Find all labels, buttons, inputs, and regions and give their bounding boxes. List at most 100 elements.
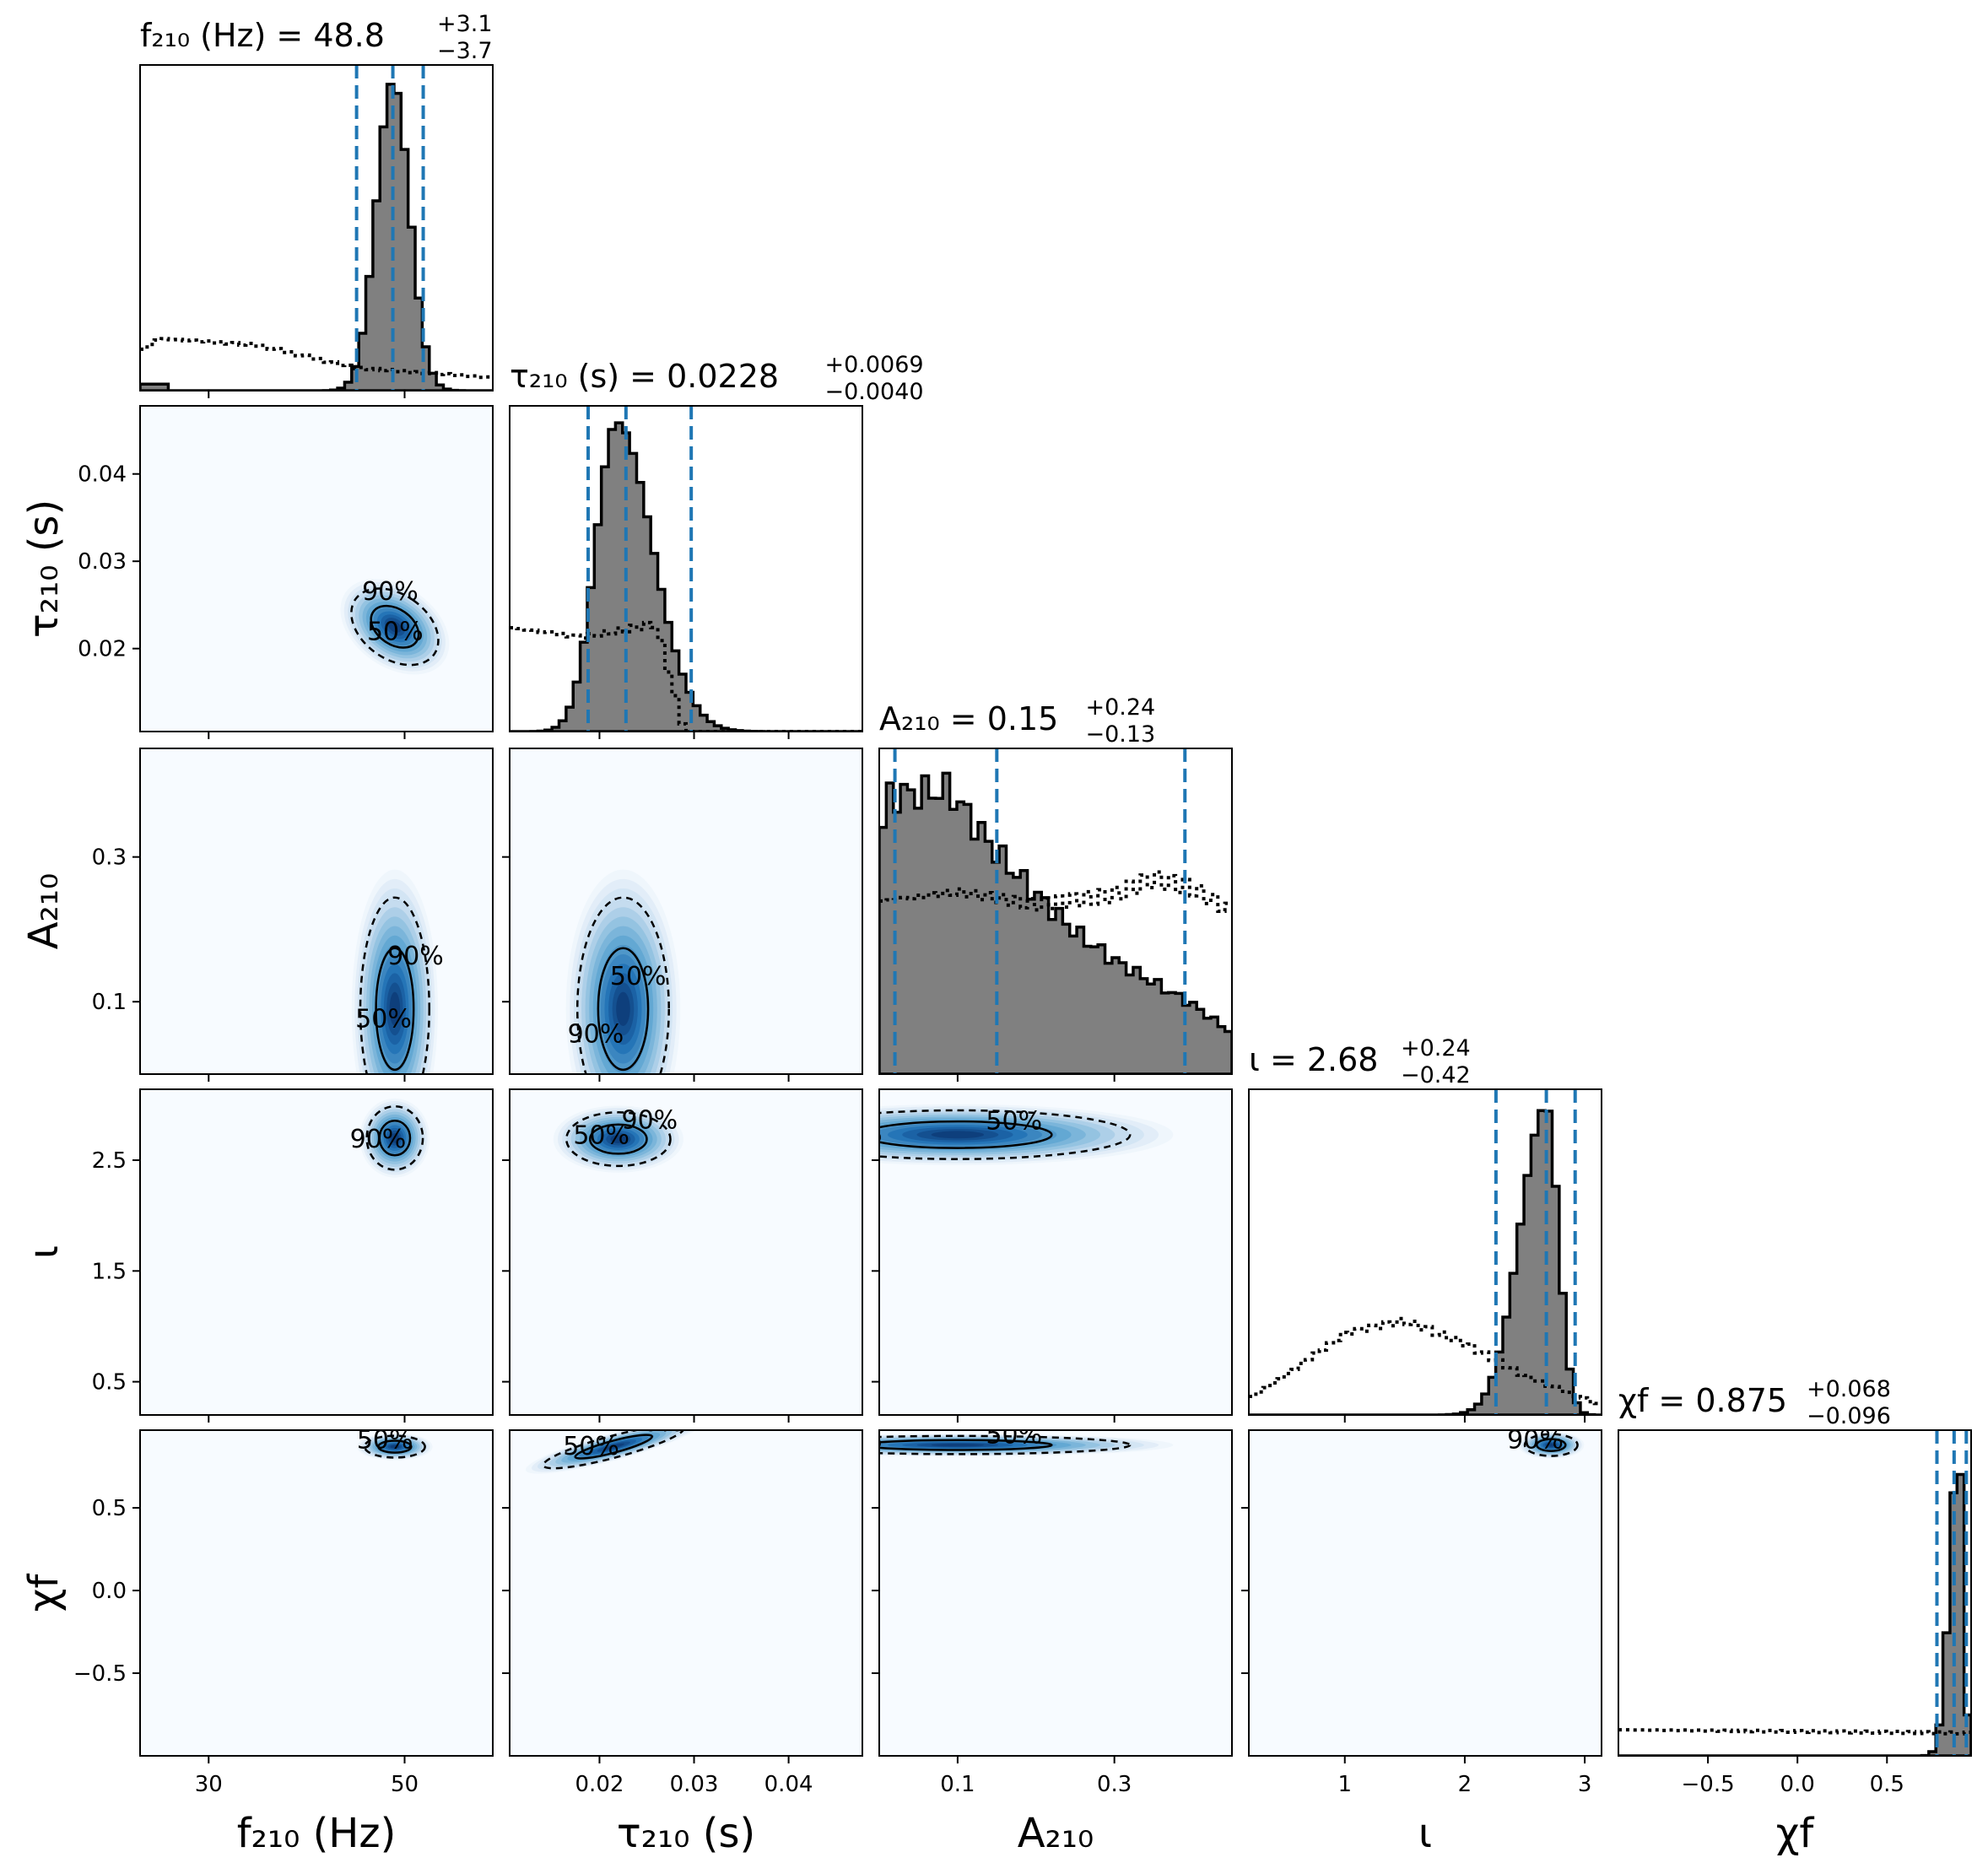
density-level	[610, 1135, 627, 1143]
prior-histogram-chi_f	[1618, 1728, 1971, 1736]
panel-frame-tau210-iota	[509, 1088, 863, 1416]
y-tick-label-tau210-1: 0.03	[78, 549, 127, 575]
contour-label-1: 50%	[610, 962, 667, 991]
density-background	[1249, 1430, 1602, 1756]
title-minus-f210: −3.7	[437, 38, 493, 64]
x-axis-label-iota: ι	[1418, 1810, 1432, 1857]
y-axis-label-iota: ι	[20, 1245, 68, 1259]
contour-50	[378, 1120, 412, 1157]
contour-50	[377, 1439, 413, 1454]
prior-histogram-iota	[1249, 1316, 1602, 1406]
contour-90	[542, 1430, 685, 1470]
density-level	[602, 1443, 624, 1450]
density-level	[390, 1133, 399, 1143]
density-level	[931, 1131, 985, 1139]
density-level	[390, 1444, 400, 1449]
density-panel-f210-A210: 50% 90%	[140, 748, 493, 1074]
density-panel-A210-iota: 90% 50%	[879, 1089, 1232, 1415]
panel-frame-f210	[139, 64, 494, 392]
density-background	[140, 1430, 493, 1756]
title-minus-A210: −0.13	[1086, 721, 1156, 748]
x-tick-label-A210-1: 0.3	[1097, 1772, 1132, 1797]
title-plus-iota: +0.24	[1401, 1035, 1471, 1061]
density-level	[616, 991, 630, 1026]
panel-frame-iota-chi_f	[1248, 1429, 1602, 1757]
contour-90	[1523, 1433, 1579, 1457]
density-panel-A210-chi_f: 90% 50%	[826, 1425, 1232, 1756]
contour-label-0: 50%	[563, 1432, 619, 1461]
y-axis-label-A210: A₂₁₀	[20, 873, 68, 950]
panel-frame-f210-iota	[139, 1088, 494, 1416]
x-axis-label-A210: A₂₁₀	[1018, 1810, 1094, 1857]
panel-frame-A210-iota	[878, 1088, 1233, 1416]
title-minus-iota: −0.42	[1401, 1062, 1471, 1088]
y-tick-label-tau210-0: 0.02	[78, 637, 127, 662]
panel-frame-A210	[878, 748, 1233, 1075]
x-axis-label-f210: f₂₁₀ (Hz)	[237, 1810, 397, 1857]
y-tick-label-chi_f-1: 0.0	[92, 1579, 127, 1604]
posterior-histogram-iota	[1249, 1109, 1602, 1415]
contour-90	[879, 1109, 1132, 1160]
contour-50	[375, 947, 415, 1072]
y-tick-label-A210-0: 0.1	[92, 990, 127, 1015]
contour-label-0: 90%	[826, 1425, 883, 1455]
title-plus-chi_f: +0.068	[1807, 1376, 1891, 1402]
density-level	[388, 620, 402, 633]
title-minus-chi_f: −0.096	[1807, 1403, 1891, 1429]
density-background	[140, 748, 493, 1074]
x-tick-label-A210-0: 0.1	[940, 1772, 975, 1797]
x-tick-label-chi_f-0: −0.5	[1682, 1772, 1735, 1797]
density-background	[510, 748, 862, 1074]
posterior-histogram-chi_f	[1618, 1472, 1971, 1756]
x-tick-label-chi_f-2: 0.5	[1870, 1772, 1904, 1797]
hist-panel-chi_f	[1618, 1430, 1971, 1756]
contour-label-1: 90%	[362, 577, 419, 607]
x-tick-label-iota-2: 3	[1578, 1772, 1592, 1797]
contour-label-0: 50%	[367, 617, 424, 646]
x-tick-label-iota-0: 1	[1337, 1772, 1352, 1797]
contour-90	[879, 1434, 1132, 1455]
contour-label-0: 50%	[573, 1120, 629, 1150]
contour-50	[879, 1120, 1053, 1149]
contour-90	[565, 1111, 672, 1168]
panel-frame-f210-tau210	[139, 405, 494, 732]
contour-label-1: 50%	[986, 1107, 1042, 1137]
y-axis-label-chi_f: χf	[20, 1574, 68, 1612]
contour-label-0: 90%	[1507, 1426, 1564, 1455]
panel-frame-tau210-chi_f	[509, 1429, 863, 1757]
x-axis-label-chi_f: χf	[1776, 1810, 1815, 1857]
contour-90	[359, 896, 430, 1074]
hist-panel-A210	[879, 748, 1232, 1074]
contour-50	[574, 1434, 654, 1460]
panel-frame-iota	[1248, 1088, 1602, 1416]
y-tick-label-tau210-2: 0.04	[78, 462, 127, 488]
x-tick-label-tau210-1: 0.03	[670, 1772, 719, 1797]
panel-frame-A210-chi_f	[878, 1429, 1233, 1757]
density-panel-f210-tau210: 50%90%	[140, 406, 493, 732]
density-level	[1547, 1443, 1556, 1447]
hist-panel-tau210	[510, 406, 862, 732]
y-tick-label-chi_f-2: 0.5	[92, 1496, 127, 1521]
contour-label-0: 90%	[350, 1125, 407, 1154]
contour-90	[350, 587, 440, 667]
title-chi_f: χf = 0.875	[1618, 1382, 1787, 1419]
density-panel-tau210-iota: 50%90%	[510, 1089, 862, 1415]
contour-90	[576, 896, 670, 1074]
title-plus-A210: +0.24	[1086, 694, 1156, 721]
contour-label-1: 90%	[622, 1105, 678, 1135]
density-level	[931, 1443, 985, 1447]
density-panel-tau210-A210: 90% 50%	[510, 748, 862, 1074]
y-axis-label-tau210: τ₂₁₀ (s)	[20, 500, 68, 638]
contour-90	[363, 1434, 426, 1459]
x-tick-label-tau210-0: 0.02	[575, 1772, 624, 1797]
density-panel-tau210-chi_f: 50% 90%	[510, 1430, 862, 1756]
panel-frame-chi_f	[1618, 1429, 1972, 1757]
y-tick-label-iota-1: 1.5	[92, 1259, 127, 1284]
posterior-histogram-A210	[879, 771, 1232, 1074]
contour-50	[597, 947, 650, 1072]
posterior-histogram-f210	[140, 83, 493, 391]
density-background	[140, 406, 493, 732]
title-iota: ι = 2.68	[1249, 1041, 1378, 1078]
hist-panel-f210	[140, 65, 493, 391]
